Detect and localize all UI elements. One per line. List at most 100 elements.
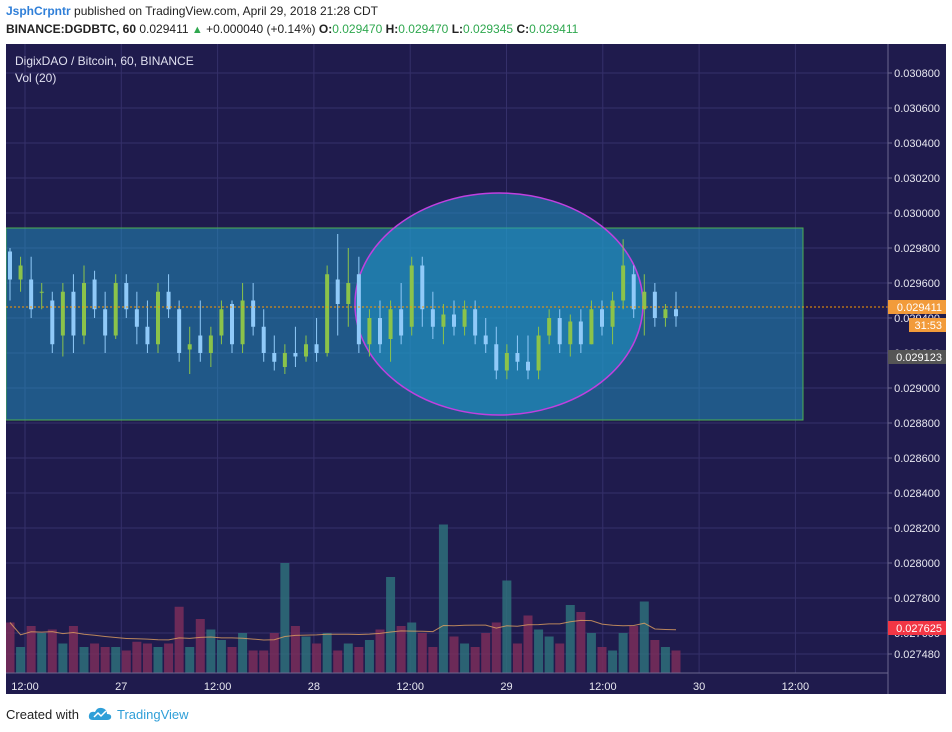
volume-bar: [555, 643, 565, 673]
highlight-ellipse: [354, 192, 644, 416]
last-price-label: 0.029411: [897, 302, 942, 314]
price-tick-label: 0.029800: [894, 243, 940, 255]
candle-body: [314, 344, 319, 353]
candle-body: [208, 335, 213, 353]
up-arrow-icon: ▲: [191, 24, 203, 36]
volume-bar: [660, 647, 670, 673]
candle-body: [547, 318, 552, 336]
candle-body: [18, 265, 23, 280]
volume-bar: [364, 640, 374, 673]
volume-bar: [195, 619, 205, 673]
candle-body: [557, 318, 562, 345]
volume-bar: [629, 626, 639, 673]
chart-title: DigixDAO / Bitcoin, 60, BINANCE: [15, 54, 194, 68]
candle-body: [420, 265, 425, 310]
volume-ma-label-bg: [888, 621, 946, 635]
price-tick-label: 0.030400: [894, 138, 940, 150]
tradingview-link[interactable]: TradingView: [117, 707, 189, 722]
candle-body: [134, 309, 139, 327]
volume-bar: [354, 647, 364, 673]
candle-body: [240, 300, 245, 345]
volume-bar: [597, 647, 607, 673]
candle-body: [198, 335, 203, 353]
candle-body: [39, 291, 44, 293]
price-chart-svg[interactable]: 0.030800 0.030600 0.030400 0.030200 0.030000…: [6, 44, 946, 694]
volume-bar: [671, 650, 681, 673]
candle-body: [536, 335, 541, 371]
candle-body: [610, 300, 615, 327]
volume-bar: [481, 633, 491, 673]
volume-bar: [333, 650, 343, 673]
volume-bar: [206, 629, 216, 673]
time-axis-ticks: 12:00 27 12:00 28 12:00 29 12:00 30 12:00: [11, 681, 809, 693]
price-tick-label: 0.029000: [894, 383, 940, 395]
volume-bar: [544, 636, 554, 673]
candle-body: [304, 344, 308, 357]
candle-body: [335, 279, 340, 304]
candle-body: [293, 353, 298, 357]
price-tick-label: 0.030800: [894, 68, 940, 80]
candle-body: [113, 283, 118, 336]
price-axis-bg: [888, 44, 946, 694]
candle-body: [219, 309, 224, 336]
close-label: C:: [516, 22, 530, 36]
chart-header: JsphCrpntr published on TradingView.com,…: [0, 0, 952, 42]
marker-price-label: 0.029123: [896, 352, 942, 364]
time-tick-label: 27: [115, 681, 127, 693]
candle-body: [388, 309, 393, 339]
candle-body: [8, 251, 12, 280]
candle-body: [441, 314, 446, 327]
price-tick-label: 0.028400: [894, 488, 940, 500]
volume-bar: [512, 643, 522, 673]
price-tick-label: 0.027480: [894, 649, 940, 661]
volume-bar: [16, 647, 26, 673]
volume-bar: [290, 626, 300, 673]
open-label: O:: [318, 22, 333, 36]
volume-bar: [523, 615, 533, 673]
candlesticks: [8, 234, 678, 380]
volume-bar: [153, 647, 163, 673]
candle-body: [568, 321, 573, 345]
volume-bar: [216, 640, 226, 673]
candle-body: [50, 300, 55, 345]
candle-body: [261, 326, 266, 353]
author-link[interactable]: JsphCrpntr: [6, 4, 71, 18]
volume-bar: [322, 633, 332, 673]
volume-bar: [502, 580, 512, 673]
candle-body: [156, 291, 160, 345]
candle-body: [452, 314, 456, 327]
volume-bar: [650, 640, 660, 673]
volume-bar: [576, 612, 586, 673]
marker-price-label-bg: [888, 350, 946, 364]
candle-body: [621, 265, 626, 301]
price-tick-label: 0.030000: [894, 208, 940, 220]
candle-body: [515, 353, 520, 362]
volume-bar: [460, 643, 470, 673]
candle-body: [230, 304, 234, 345]
candle-body: [526, 361, 530, 371]
last-price: 0.029411: [139, 22, 189, 36]
time-tick-label: 12:00: [589, 681, 617, 693]
volume-bar: [174, 606, 184, 673]
volume-bar: [639, 601, 649, 673]
volume-bar: [470, 647, 480, 673]
time-tick-label: 12:00: [11, 681, 39, 693]
volume-bar: [269, 633, 279, 673]
time-tick-label: 12:00: [782, 681, 810, 693]
candle-body: [82, 283, 86, 336]
candle-body: [631, 274, 636, 310]
volume-bar: [608, 650, 618, 673]
price-tick-label: 0.028200: [894, 523, 940, 535]
candle-body: [494, 344, 499, 371]
candle-body: [600, 309, 604, 327]
candle-body: [674, 309, 678, 317]
chart-area[interactable]: 0.030800 0.030600 0.030400 0.030200 0.030000…: [6, 44, 946, 694]
candle-body: [272, 353, 277, 362]
volume-bar: [375, 629, 385, 673]
candle-body: [29, 279, 34, 310]
volume-ma-label: 0.027625: [896, 623, 942, 635]
volume-bar: [185, 647, 195, 673]
volume-bar: [227, 647, 237, 673]
volume-bar: [121, 650, 131, 673]
volume-bar: [58, 643, 68, 673]
